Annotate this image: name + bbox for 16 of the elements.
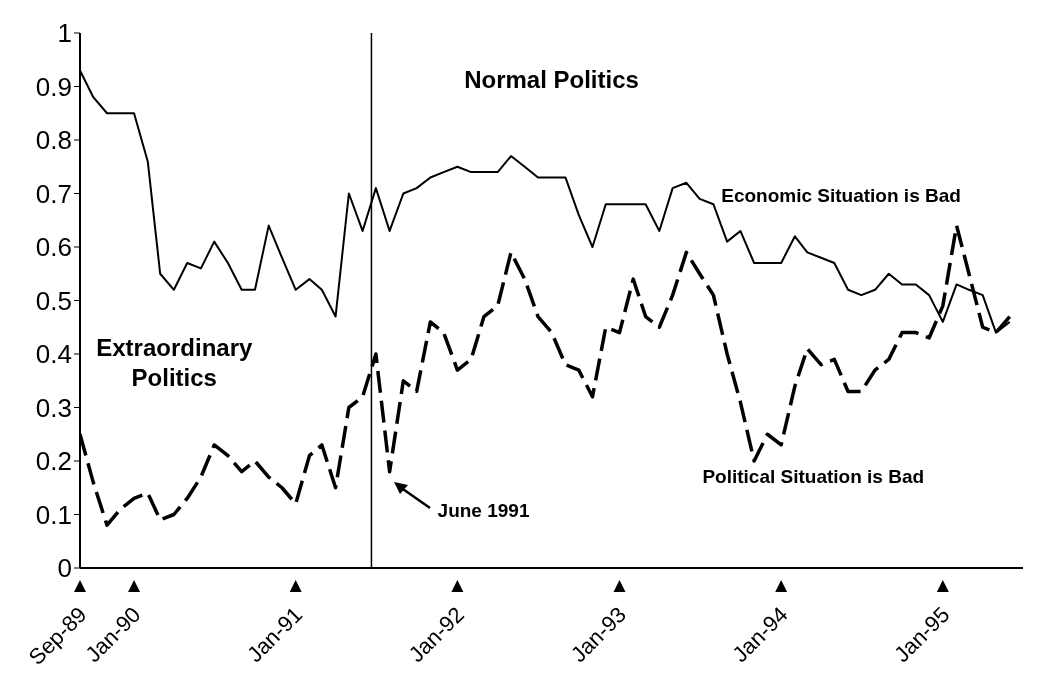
y-tick-label: 0.1 [35,499,72,530]
y-tick-label: 0.7 [35,178,72,209]
text: Political Situation is Bad [702,466,925,489]
y-tick-label: 0.3 [35,392,72,423]
annotation: June 1991 [437,499,530,522]
y-tick-label: 0.9 [35,71,72,102]
y-tick-label: 0.5 [35,285,72,316]
y-tick-label: 0.6 [35,232,72,263]
y-tick-label: 0.4 [35,339,72,370]
y-tick-label: 0 [57,553,72,584]
annotation: Extraordinary Politics [96,332,253,393]
y-tick-label: 1 [57,18,72,49]
annotation: Normal Politics [464,65,639,96]
y-tick-label: 0.2 [35,446,72,477]
series-label: Economic Situation is Bad [721,185,961,208]
y-tick-label: 0.8 [35,125,72,156]
